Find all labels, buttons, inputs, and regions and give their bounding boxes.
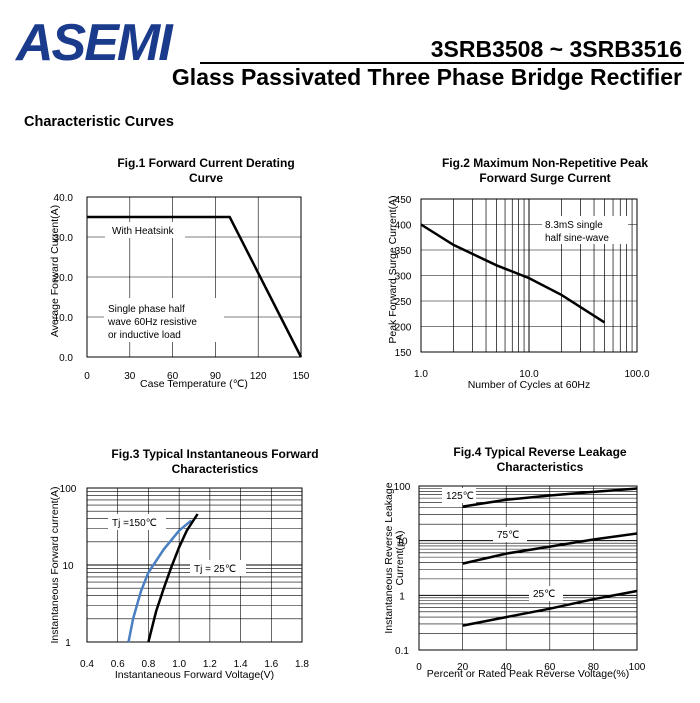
asemi-logo: ASEMI xyxy=(14,14,176,68)
y-tick-label: 100 xyxy=(394,482,411,493)
x-tick-label: 1.4 xyxy=(234,659,248,670)
plot-frame xyxy=(420,198,638,353)
y-tick-label: 30.0 xyxy=(54,233,74,244)
y-tick-label: 400 xyxy=(395,221,412,232)
x-tick-label: 100 xyxy=(629,662,646,673)
annotation-bg xyxy=(105,222,185,238)
x-tick-label: 60 xyxy=(544,662,556,673)
x-tick-label: 1.0 xyxy=(172,659,186,670)
x-tick-label: 0.6 xyxy=(111,659,125,670)
product-subtitle: Glass Passivated Three Phase Bridge Rect… xyxy=(171,64,682,90)
y-tick-label: 200 xyxy=(395,323,412,334)
y-tick-label: 20.0 xyxy=(54,273,74,284)
y-tick-label: 1 xyxy=(65,638,71,649)
annotation-line: half sine-wave xyxy=(545,233,609,244)
x-tick-label: 1.8 xyxy=(295,659,309,670)
annotation-with-heatsink: With Heatsink xyxy=(112,226,175,237)
y-tick-label: 10 xyxy=(396,537,408,548)
series-line-tj-25 xyxy=(147,513,199,643)
annotation-line: Single phase half xyxy=(108,304,185,315)
fig2-title: Fig.2 Maximum Non-Repetitive Peak Forward… xyxy=(441,156,649,185)
annotation-line: or inductive load xyxy=(108,330,181,341)
series-line-tj-150 xyxy=(127,519,193,643)
x-axis-label: Number of Cycles at 60Hz xyxy=(468,379,591,391)
y-tick-label: 1 xyxy=(399,591,405,602)
y-tick-label: 350 xyxy=(395,246,412,257)
series-label-25c: 25℃ xyxy=(533,589,555,600)
part-range-title: 3SRB3508 ~ 3SRB3516 xyxy=(430,36,682,62)
x-axis-label: Percent or Rated Peak Reverse Voltage(%) xyxy=(427,668,630,680)
y-axis-label: Instantaneous Forward current(A) xyxy=(49,487,61,644)
x-tick-label: 0.8 xyxy=(141,659,155,670)
plot-frame xyxy=(418,485,638,651)
annotation-bg xyxy=(108,514,166,530)
section-title: Characteristic Curves xyxy=(24,114,174,130)
x-tick-label: 1.6 xyxy=(264,659,278,670)
annotation-line: wave 60Hz resistive xyxy=(107,317,197,328)
header-rule xyxy=(200,62,684,64)
series-line-125c xyxy=(462,487,638,508)
y-tick-label: 40.0 xyxy=(54,193,74,204)
x-tick-label: 0 xyxy=(84,371,90,382)
y-tick-label: 150 xyxy=(395,348,412,359)
plot-frame xyxy=(86,487,303,643)
svg-text:ASEMI: ASEMI xyxy=(14,14,174,68)
y-tick-label: 0.1 xyxy=(395,646,409,657)
fig3-title: Fig.3 Typical Instantaneous Forward Chara… xyxy=(111,447,319,476)
series-line-with-heatsink xyxy=(87,215,303,358)
fig4-title: Fig.4 Typical Reverse Leakage Characteris… xyxy=(453,445,627,474)
x-tick-label: 0 xyxy=(416,662,422,673)
y-axis-label: Current(µA) xyxy=(394,530,406,585)
x-tick-label: 0.4 xyxy=(80,659,94,670)
y-tick-label: 100 xyxy=(60,484,77,495)
annotation-line: 8.3mS single xyxy=(545,220,603,231)
y-axis-label: Instantaneous Reverse Leakage xyxy=(383,482,395,633)
x-tick-label: 10.0 xyxy=(519,369,539,380)
x-tick-label: 80 xyxy=(588,662,600,673)
y-tick-label: 10.0 xyxy=(54,313,74,324)
y-tick-label: 250 xyxy=(395,297,412,308)
annotation-bg xyxy=(190,560,246,576)
x-tick-label: 20 xyxy=(457,662,469,673)
series-label-tj-150: Tj =150℃ xyxy=(112,518,157,529)
series-line-75c xyxy=(462,532,638,565)
annotation-bg xyxy=(442,488,476,503)
series-label-75c: 75℃ xyxy=(497,530,519,541)
plot-frame xyxy=(86,196,302,358)
x-tick-label: 60 xyxy=(167,371,179,382)
series-label-tj-25: Tj = 25℃ xyxy=(194,564,236,575)
y-tick-label: 300 xyxy=(395,272,412,283)
y-tick-label: 10 xyxy=(62,561,74,572)
x-tick-label: 1.0 xyxy=(414,369,428,380)
series-label-125c: 125℃ xyxy=(446,491,474,502)
fig1-title: Fig.1 Forward Current Derating Curve xyxy=(117,156,295,185)
annotation-bg xyxy=(529,586,563,601)
x-tick-label: 100.0 xyxy=(624,369,649,380)
y-axis-label: Average Forward Current(A) xyxy=(49,205,61,337)
x-tick-label: 40 xyxy=(501,662,513,673)
series-line-surge xyxy=(420,223,606,324)
x-axis-label: Case Temperature (℃) xyxy=(140,378,248,390)
x-tick-label: 120 xyxy=(250,371,267,382)
annotation-bg xyxy=(542,216,628,244)
y-tick-label: 0.0 xyxy=(59,353,73,364)
x-axis-label: Instantaneous Forward Voltage(V) xyxy=(115,669,274,681)
x-tick-label: 30 xyxy=(124,371,136,382)
annotation-bg xyxy=(493,527,527,542)
x-tick-label: 1.2 xyxy=(203,659,217,670)
series-line-25c xyxy=(462,589,638,627)
y-tick-label: 450 xyxy=(395,195,412,206)
x-tick-label: 90 xyxy=(210,371,222,382)
y-axis-label: Peak Forward Surge Current(A) xyxy=(387,195,399,343)
x-tick-label: 150 xyxy=(293,371,310,382)
annotation-bg xyxy=(104,298,224,342)
